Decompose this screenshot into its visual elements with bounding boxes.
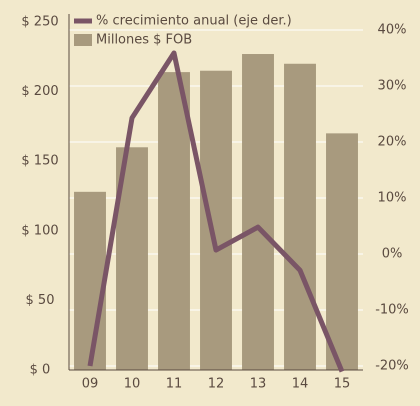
bar bbox=[74, 191, 106, 370]
legend-swatch-bar bbox=[74, 34, 92, 46]
y-tick-label: $ 100 bbox=[21, 223, 58, 238]
x-tick-label: 10 bbox=[124, 377, 141, 392]
bar bbox=[200, 70, 232, 370]
bar bbox=[326, 133, 358, 370]
y-tick-label: $ 150 bbox=[21, 154, 58, 169]
x-tick-label: 09 bbox=[82, 377, 99, 392]
y-tick-label: $ 0 bbox=[30, 363, 51, 378]
y2-tick-label: 30% bbox=[378, 79, 407, 94]
y2-tick-label: 40% bbox=[378, 23, 407, 38]
x-tick-label: 12 bbox=[208, 377, 225, 392]
x-tick-label: 11 bbox=[166, 377, 183, 392]
x-tick-label: 13 bbox=[250, 377, 267, 392]
y2-tick-label: 0% bbox=[382, 247, 403, 262]
line-series bbox=[87, 50, 345, 373]
y-tick-label: $ 50 bbox=[26, 293, 55, 308]
y2-tick-label: -10% bbox=[375, 303, 409, 318]
y-tick-label: $ 200 bbox=[21, 84, 58, 99]
bar bbox=[284, 63, 316, 370]
legend-label: % crecimiento anual (eje der.) bbox=[96, 14, 292, 29]
y-tick-label: $ 250 bbox=[21, 15, 58, 30]
x-tick-label: 14 bbox=[292, 377, 309, 392]
y2-tick-label: 20% bbox=[378, 135, 407, 150]
legend-label: Millones $ FOB bbox=[96, 33, 192, 48]
y2-tick-label: 10% bbox=[378, 191, 407, 206]
bar bbox=[158, 72, 190, 370]
bar bbox=[242, 54, 274, 371]
x-tick-label: 15 bbox=[334, 377, 351, 392]
y2-tick-label: -20% bbox=[375, 359, 409, 374]
